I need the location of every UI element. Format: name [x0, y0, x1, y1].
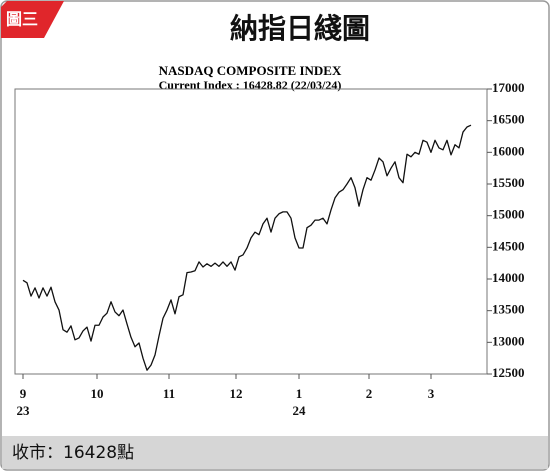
plot-frame — [14, 88, 488, 375]
x-tick-label: 3 — [428, 386, 435, 401]
y-tick-label: 13000 — [492, 333, 525, 348]
x-tick-label: 12 — [230, 386, 243, 401]
y-tick-label: 12500 — [492, 365, 525, 380]
x-tick-year: 24 — [293, 403, 307, 418]
series-line — [22, 124, 472, 371]
badge-text: 圖三 — [6, 10, 38, 29]
footer-text: 收市：16428點 — [12, 443, 134, 463]
chart-title: NASDAQ COMPOSITE INDEX — [159, 63, 342, 78]
y-tick-label: 13500 — [492, 302, 525, 317]
y-tick-label: 16000 — [492, 143, 525, 158]
footer-band — [2, 436, 548, 469]
x-tick-label: 9 — [20, 386, 27, 401]
y-tick-label: 17000 — [492, 80, 525, 95]
page-title: 納指日綫圖 — [230, 12, 370, 45]
x-tick-label: 2 — [366, 386, 373, 401]
x-tick-year: 23 — [17, 403, 31, 418]
y-tick-label: 15500 — [492, 175, 525, 190]
y-tick-label: 16500 — [492, 112, 525, 127]
chart-subtitle: Current Index : 16428.82 (22/03/24) — [159, 78, 342, 92]
x-tick-label: 10 — [91, 386, 104, 401]
y-tick-label: 15000 — [492, 207, 525, 222]
badge — [1, 1, 64, 38]
x-tick-label: 1 — [296, 386, 303, 401]
x-tick-label: 11 — [163, 386, 175, 401]
y-tick-label: 14500 — [492, 238, 525, 253]
y-tick-label: 14000 — [492, 270, 525, 285]
